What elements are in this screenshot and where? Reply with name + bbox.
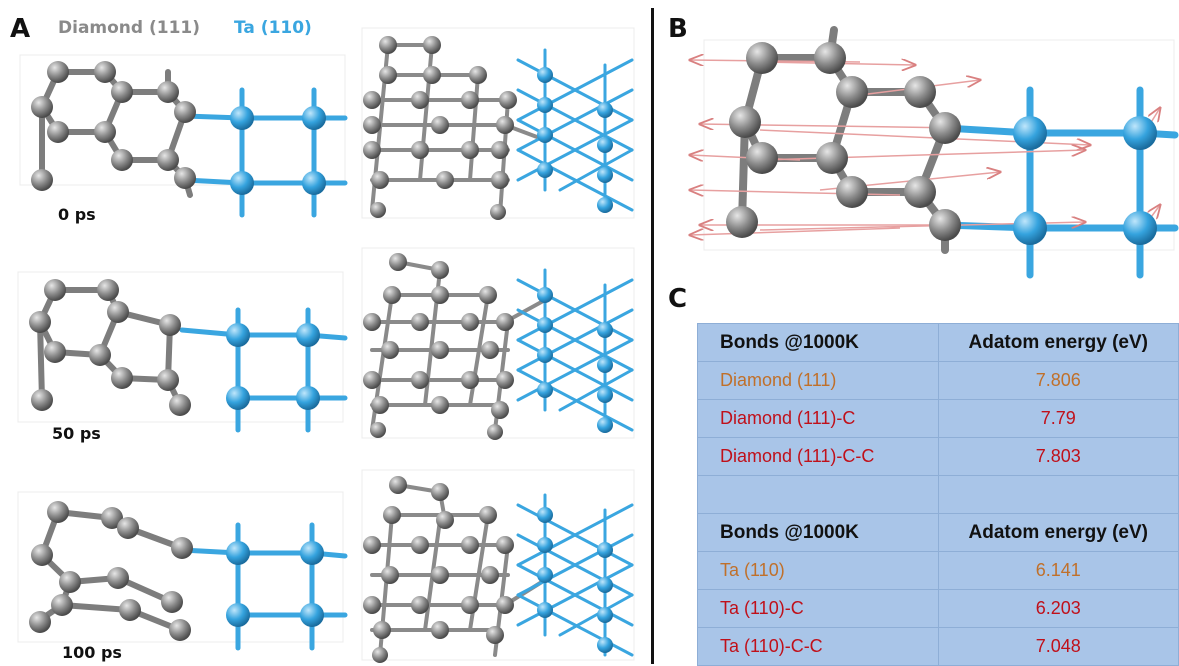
structure-50ps-perspective [363, 253, 634, 440]
header-bonds: Bonds @1000K [697, 323, 939, 362]
row-value: 7.048 [937, 627, 1179, 666]
row-value: 7.79 [937, 399, 1179, 438]
table-header-row: Bonds @1000K Adatom energy (eV) [697, 513, 1179, 552]
table-row: Diamond (111) 7.806 [697, 361, 1179, 400]
structure-panel-b [690, 26, 1179, 279]
structure-50ps-side [29, 279, 348, 433]
row-value: 6.141 [937, 551, 1179, 590]
time-label-100ps: 100 ps [62, 643, 122, 662]
legend-diamond: Diamond (111) [58, 18, 201, 38]
panel-label-a: A [10, 14, 31, 44]
header-energy: Adatom energy (eV) [937, 323, 1179, 362]
table-spacer-row [697, 475, 1179, 514]
header-bonds: Bonds @1000K [697, 513, 939, 552]
structure-0ps-side [31, 61, 348, 218]
header-energy: Adatom energy (eV) [937, 513, 1179, 552]
row-value: 7.806 [937, 361, 1179, 400]
row-label: Diamond (111) [697, 361, 939, 400]
panel-label-b: B [668, 14, 688, 44]
time-label-50ps: 50 ps [52, 424, 101, 443]
table-header-row: Bonds @1000K Adatom energy (eV) [697, 323, 1179, 362]
table-row: Diamond (111)-C 7.79 [697, 399, 1179, 438]
row-label: Ta (110)-C-C [697, 627, 939, 666]
table-row: Diamond (111)-C-C 7.803 [697, 437, 1179, 476]
panel-divider [651, 8, 654, 664]
time-label-0ps: 0 ps [58, 205, 96, 224]
row-label: Ta (110) [697, 551, 939, 590]
structure-0ps-perspective [363, 36, 634, 220]
spacer-cell [937, 475, 1179, 514]
legend-ta: Ta (110) [234, 18, 312, 38]
table-row: Ta (110) 6.141 [697, 551, 1179, 590]
panel-label-c: C [668, 284, 688, 314]
adatom-energy-table: Bonds @1000K Adatom energy (eV) Diamond … [697, 323, 1179, 666]
row-value: 6.203 [937, 589, 1179, 628]
row-label: Diamond (111)-C-C [697, 437, 939, 476]
row-label: Diamond (111)-C [697, 399, 939, 438]
structure-100ps-side [29, 501, 348, 651]
spacer-cell [697, 475, 939, 514]
row-value: 7.803 [937, 437, 1179, 476]
table-row: Ta (110)-C 6.203 [697, 589, 1179, 628]
table-row: Ta (110)-C-C 7.048 [697, 627, 1179, 666]
structure-100ps-perspective [363, 476, 634, 663]
row-label: Ta (110)-C [697, 589, 939, 628]
